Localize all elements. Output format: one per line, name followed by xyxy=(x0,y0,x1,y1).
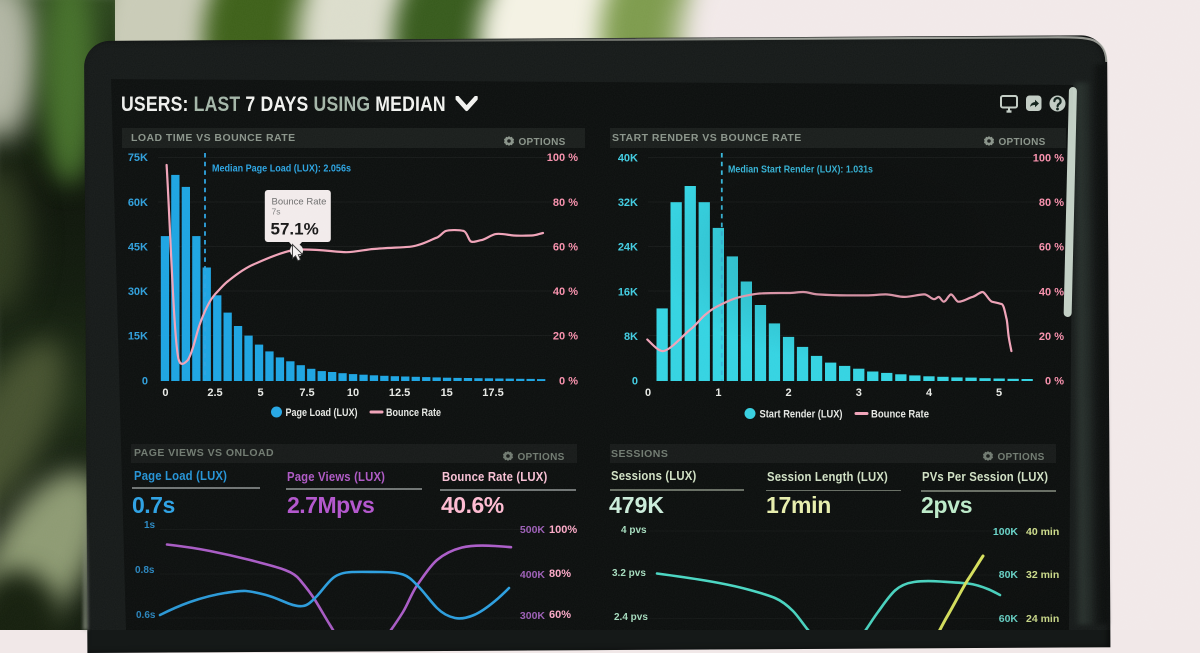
svg-text:40K: 40K xyxy=(618,153,638,165)
svg-text:1: 1 xyxy=(715,387,721,399)
svg-text:5: 5 xyxy=(257,387,263,399)
svg-text:16K: 16K xyxy=(618,287,638,299)
svg-text:Bounce Rate: Bounce Rate xyxy=(871,409,929,421)
svg-text:60K: 60K xyxy=(128,197,148,209)
svg-text:2.5: 2.5 xyxy=(207,387,222,399)
svg-text:32K: 32K xyxy=(618,197,638,209)
svg-text:2: 2 xyxy=(786,387,792,399)
svg-text:7s: 7s xyxy=(272,207,281,217)
svg-text:100 %: 100 % xyxy=(547,152,578,164)
svg-text:5: 5 xyxy=(996,387,1002,399)
svg-text:10: 10 xyxy=(347,387,359,399)
svg-text:45K: 45K xyxy=(128,242,148,254)
svg-text:8K: 8K xyxy=(624,331,638,343)
svg-text:20 %: 20 % xyxy=(553,331,578,343)
svg-text:0: 0 xyxy=(632,376,638,388)
svg-text:7.5: 7.5 xyxy=(299,387,314,399)
svg-text:100 %: 100 % xyxy=(1033,153,1064,165)
svg-text:0 %: 0 % xyxy=(1045,376,1064,388)
svg-text:Median Page Load (LUX): 2.056s: Median Page Load (LUX): 2.056s xyxy=(212,163,351,175)
svg-text:80 %: 80 % xyxy=(1039,197,1064,209)
svg-text:60 %: 60 % xyxy=(1039,242,1064,254)
svg-text:57.1%: 57.1% xyxy=(271,220,319,239)
svg-text:4: 4 xyxy=(926,387,933,399)
svg-text:17.5: 17.5 xyxy=(482,387,503,399)
svg-text:20 %: 20 % xyxy=(1039,331,1064,343)
svg-text:Median Start Render (LUX): 1.0: Median Start Render (LUX): 1.031s xyxy=(728,164,873,176)
svg-text:60 %: 60 % xyxy=(553,242,578,254)
svg-text:15: 15 xyxy=(441,387,453,399)
svg-text:15K: 15K xyxy=(128,331,148,343)
svg-text:3: 3 xyxy=(856,387,862,399)
svg-text:12.5: 12.5 xyxy=(389,387,410,399)
svg-text:30K: 30K xyxy=(128,286,148,298)
svg-text:24K: 24K xyxy=(618,242,638,254)
svg-text:Page Load (LUX): Page Load (LUX) xyxy=(286,407,358,419)
svg-text:80 %: 80 % xyxy=(553,197,578,209)
svg-text:0: 0 xyxy=(162,387,168,399)
svg-text:40 %: 40 % xyxy=(553,286,578,298)
svg-text:75K: 75K xyxy=(128,152,148,164)
svg-text:Bounce Rate: Bounce Rate xyxy=(386,407,441,419)
svg-text:40 %: 40 % xyxy=(1039,287,1064,299)
svg-text:0: 0 xyxy=(645,387,651,399)
svg-text:Start Render (LUX): Start Render (LUX) xyxy=(760,409,843,421)
svg-text:0: 0 xyxy=(142,376,148,388)
svg-text:0 %: 0 % xyxy=(559,376,578,388)
